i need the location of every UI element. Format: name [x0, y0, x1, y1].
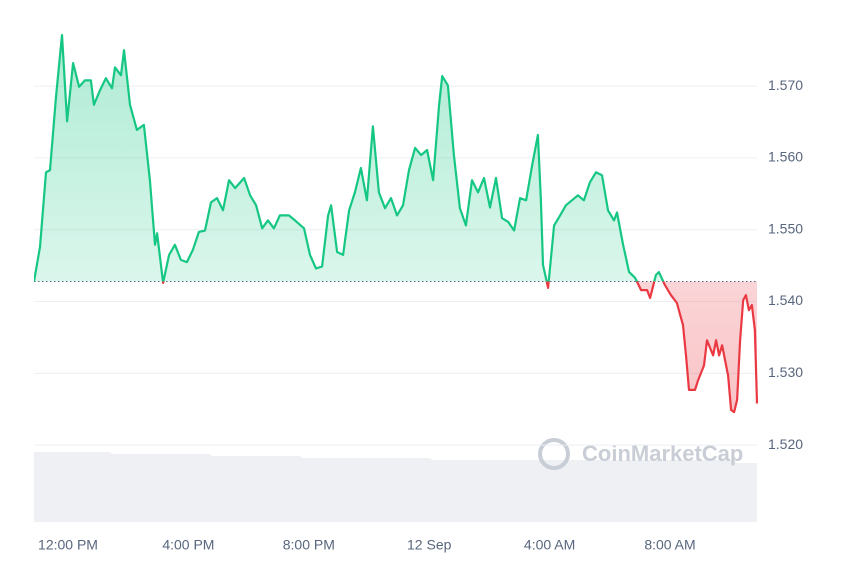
area-up [34, 35, 664, 282]
y-tick-label: 1.550 [768, 220, 803, 236]
price-line-up [34, 34, 665, 282]
area-down [34, 281, 757, 413]
y-tick-label: 1.530 [768, 364, 803, 380]
volume-area [34, 452, 757, 522]
y-tick-label: 1.570 [768, 77, 803, 93]
y-tick-label: 1.560 [768, 149, 803, 165]
watermark-text: CoinMarketCap [582, 441, 743, 466]
price-line-down [34, 281, 759, 414]
x-tick-label: 4:00 AM [524, 537, 575, 553]
x-tick-label: 12 Sep [407, 537, 452, 553]
x-tick-label: 8:00 PM [283, 537, 335, 553]
x-tick-label: 4:00 PM [162, 537, 214, 553]
x-tick-label: 12:00 PM [38, 537, 98, 553]
y-tick-label: 1.540 [768, 292, 803, 308]
y-tick-label: 1.520 [768, 436, 803, 452]
x-tick-label: 8:00 AM [644, 537, 695, 553]
